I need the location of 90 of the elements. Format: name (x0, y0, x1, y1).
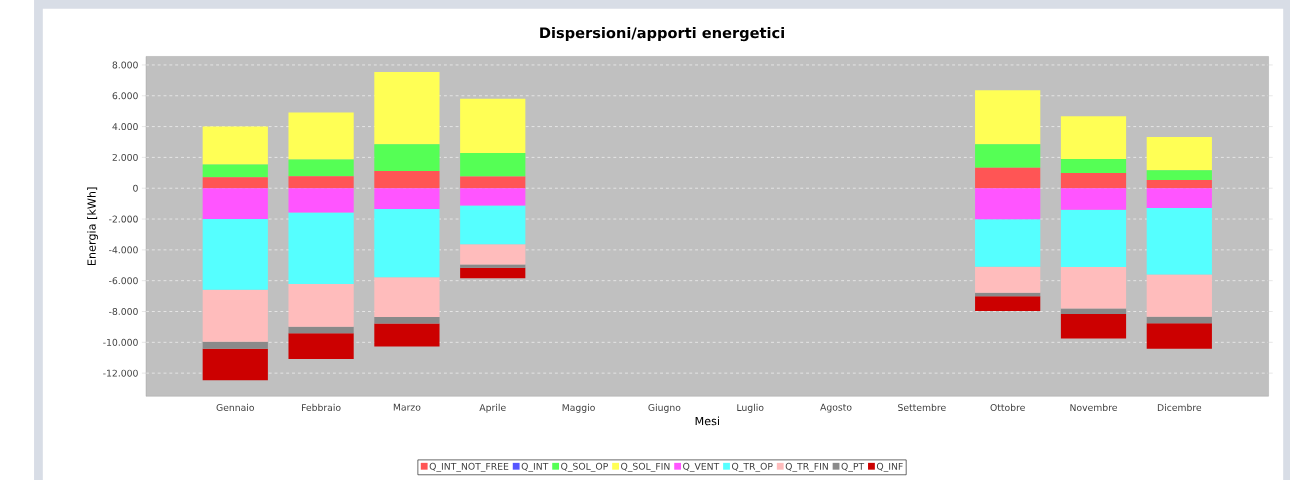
bar (460, 176, 526, 189)
x-tick-label: Agosto (820, 403, 852, 413)
y-tick-label: 6.000 (112, 92, 138, 100)
x-tick-label: Settembre (898, 403, 946, 412)
bar (1146, 274, 1212, 317)
bar (1060, 172, 1127, 189)
x-tick-label: Giugno (648, 403, 681, 413)
bar (460, 267, 526, 279)
legend-label: Q_INT (521, 462, 549, 472)
bar (288, 212, 354, 284)
x-tick-label: Marzo (393, 403, 421, 411)
bar (202, 348, 268, 381)
bar (460, 188, 526, 206)
bar (1146, 170, 1212, 181)
x-tick-label: Ottobre (990, 403, 1025, 412)
legend-label: Q_INT_NOT_FREE (429, 462, 509, 472)
bar (374, 277, 440, 318)
bar (374, 72, 440, 145)
legend-label: Q_PT (841, 462, 865, 472)
x-tick-label: Luglio (737, 403, 764, 413)
bar (288, 283, 354, 327)
bar (202, 126, 268, 165)
bar (1146, 188, 1212, 208)
y-tick-label: 8.000 (112, 61, 138, 69)
x-tick-label: Novembre (1070, 403, 1117, 412)
bar (374, 170, 440, 189)
bar (1060, 267, 1127, 309)
bar (288, 112, 354, 160)
y-tick-label: -8.000 (109, 308, 138, 315)
bar (202, 341, 268, 349)
bar (288, 326, 354, 334)
bar (460, 98, 526, 153)
bar (975, 144, 1041, 168)
bar (1060, 116, 1127, 160)
bar (202, 164, 268, 178)
bar (288, 188, 354, 213)
bar (1060, 308, 1127, 315)
bar (975, 90, 1041, 145)
bar (975, 167, 1041, 189)
bar (1146, 207, 1212, 275)
bar (1060, 159, 1127, 173)
bar (202, 289, 268, 342)
legend-label: Q_TR_OP (731, 462, 773, 472)
x-tick-label: Dicembre (1157, 403, 1202, 412)
x-tick-label: Aprile (479, 403, 506, 413)
y-tick-label: 0 (133, 184, 138, 192)
bar (374, 209, 440, 278)
y-tick-label: -6.000 (109, 277, 138, 285)
legend-label: Q_SOL_OP (561, 462, 608, 472)
bar (1060, 209, 1127, 268)
bar (460, 152, 526, 177)
bar (1146, 136, 1212, 171)
bar (460, 205, 526, 245)
bar (1146, 180, 1212, 189)
bar (374, 144, 440, 171)
y-tick-label: 2.000 (112, 153, 138, 161)
bar (1146, 323, 1212, 349)
bar (1060, 314, 1127, 339)
y-axis-title: Energia [kWh] (87, 187, 98, 266)
bar (202, 177, 268, 189)
bar (975, 296, 1041, 311)
bar (288, 176, 354, 189)
bar (288, 159, 354, 177)
bar (975, 266, 1041, 293)
legend-label: Q_INF (876, 462, 903, 472)
y-tick-label: -10.000 (103, 338, 138, 346)
y-tick-label: -2.000 (109, 215, 138, 223)
legend-label: Q_SOL_FIN (621, 462, 670, 472)
bar (1060, 188, 1127, 210)
bar (374, 188, 440, 210)
bar (1146, 316, 1212, 324)
legend-label: Q_VENT (683, 462, 720, 472)
bar (202, 219, 268, 290)
bar (975, 188, 1041, 220)
x-tick-label: Febbraio (302, 403, 341, 412)
bar (460, 264, 526, 268)
bar (374, 323, 440, 347)
x-tick-label: Maggio (562, 403, 595, 413)
bar (975, 219, 1041, 267)
x-axis-title: Mesi (695, 416, 719, 426)
x-tick-label: Gennaio (216, 403, 255, 412)
y-tick-label: -12.000 (103, 369, 138, 377)
y-tick-label: -4.000 (109, 246, 138, 254)
chart-title: Dispersioni/apporti energetici (540, 26, 784, 42)
legend-label: Q_TR_FIN (785, 462, 828, 472)
bar (460, 244, 526, 265)
bar (202, 188, 268, 220)
y-tick-label: 4.000 (112, 123, 138, 131)
bar (374, 317, 440, 324)
bar (288, 333, 354, 360)
